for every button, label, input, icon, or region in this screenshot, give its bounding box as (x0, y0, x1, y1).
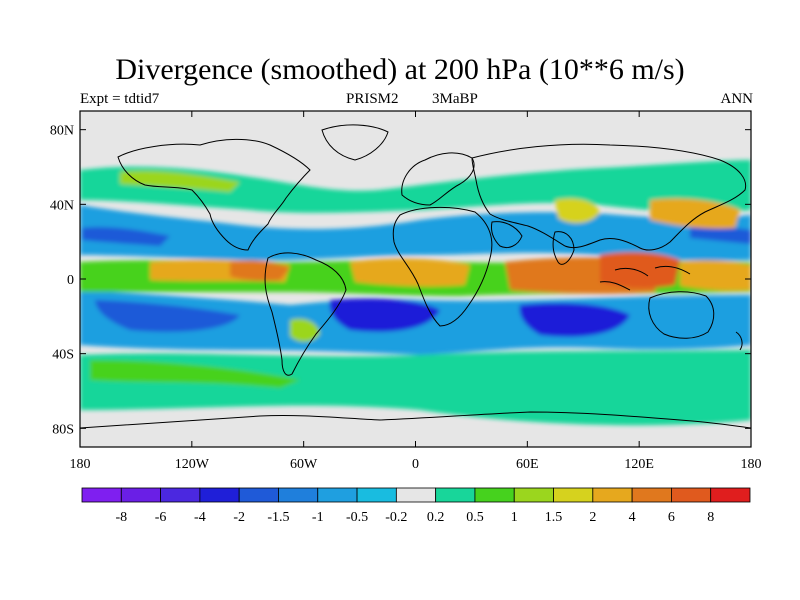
coast-india (552, 231, 575, 265)
center-label-age: 3MaBP (432, 91, 478, 107)
colorbar-label-4: -1.5 (267, 510, 289, 525)
south-atlantic-deep-convergence (329, 298, 440, 332)
colorbar-box-12 (553, 487, 594, 503)
latitude-axis: 80N 40N 0 40S 80S (50, 124, 751, 437)
north-midlat-band (80, 160, 751, 213)
coast-new-zealand (735, 331, 743, 351)
colorbar-box-6 (317, 487, 358, 503)
colorbar-box-1 (120, 487, 161, 503)
lat-tick-label-2: 0 (67, 273, 74, 288)
north-pacific-deep-convergence-2 (690, 226, 751, 244)
coast-south-america (264, 252, 347, 376)
lat-tick-label-1: 40N (50, 198, 74, 213)
divergence-fill (80, 160, 751, 426)
southern-ocean-band (80, 350, 751, 426)
colorbar-label-8: 0.2 (427, 510, 445, 525)
lon-tick-label-0: 180 (70, 457, 91, 472)
lat-tick-label-4: 80S (52, 422, 74, 437)
colorbar-label-3: -2 (233, 510, 245, 525)
colorbar-label-7: -0.2 (385, 510, 407, 525)
colorbar-label-0: -8 (115, 510, 127, 525)
center-label-prism: PRISM2 (346, 91, 399, 107)
lat-tick-label-0: 80N (50, 124, 74, 139)
colorbar-box-4 (238, 487, 279, 503)
north-pacific-yellow (120, 170, 240, 192)
colorbar-box-11 (513, 487, 554, 503)
colorbar-box-14 (631, 487, 672, 503)
colorbar-label-13: 4 (629, 510, 636, 525)
colorbar-label-9: 0.5 (466, 510, 484, 525)
north-pacific-deep-convergence (82, 227, 170, 246)
colorbar-label-14: 6 (668, 510, 675, 525)
coast-arabia (491, 221, 523, 249)
colorbar-box-5 (278, 487, 319, 503)
colorbar-label-11: 1.5 (545, 510, 563, 525)
colorbar-box-0 (81, 487, 122, 503)
colorbar: -8 -6 -4 -2 -1.5 -1 -0.5 -0.2 0.2 0.5 1 1.5 2 4 6 8 (81, 487, 751, 525)
colorbar-label-10: 1 (511, 510, 518, 525)
colorbar-label-6: -0.5 (346, 510, 368, 525)
experiment-label: Expt = tdtid7 (80, 91, 160, 107)
colorbar-box-7 (356, 487, 397, 503)
lon-tick-label-1: 120W (175, 457, 210, 472)
south-indian-deep-convergence (519, 303, 630, 337)
coast-antarctica (80, 411, 751, 429)
colorbar-box-16 (710, 487, 751, 503)
colorbar-box-9 (435, 487, 476, 503)
colorbar-label-5: -1 (312, 510, 324, 525)
south-america-divergence (290, 318, 320, 342)
colorbar-label-1: -6 (155, 510, 167, 525)
coast-greenland (321, 124, 389, 161)
colorbar-box-13 (592, 487, 633, 503)
map-field (80, 111, 751, 447)
figure-title: Divergence (smoothed) at 200 hPa (10**6 … (115, 53, 685, 86)
lon-tick-label-2: 60W (290, 457, 318, 472)
colorbar-box-10 (474, 487, 515, 503)
longitude-axis: 180 120W 60W 0 60E 120E 180 (70, 111, 762, 472)
maritime-continent-max (600, 252, 680, 288)
africa-divergence (350, 258, 470, 287)
colorbar-box-2 (160, 487, 201, 503)
tibet-divergence (555, 198, 600, 224)
colorbar-label-2: -4 (194, 510, 206, 525)
coast-north-america (117, 138, 311, 251)
coast-australia (648, 291, 715, 339)
west-pacific-divergence (680, 260, 751, 291)
coastlines (80, 124, 751, 429)
season-label: ANN (720, 91, 754, 107)
coast-asia (471, 143, 747, 251)
coast-europe (401, 152, 475, 206)
colorbar-box-15 (671, 487, 712, 503)
coast-indonesia (599, 265, 691, 291)
colorbar-box-3 (199, 487, 240, 503)
coast-africa (392, 206, 493, 327)
central-america-max (230, 260, 290, 281)
lon-tick-label-6: 180 (741, 457, 762, 472)
southern-ocean-band-2 (90, 360, 300, 388)
colorbar-label-15: 8 (707, 510, 714, 525)
lon-tick-label-4: 60E (516, 457, 539, 472)
colorbar-label-12: 2 (589, 510, 596, 525)
lon-tick-label-3: 0 (412, 457, 419, 472)
south-pacific-deep-convergence (95, 300, 240, 332)
colorbar-box-8 (395, 487, 437, 503)
lat-tick-label-3: 40S (52, 348, 74, 363)
lon-tick-label-5: 120E (624, 457, 654, 472)
